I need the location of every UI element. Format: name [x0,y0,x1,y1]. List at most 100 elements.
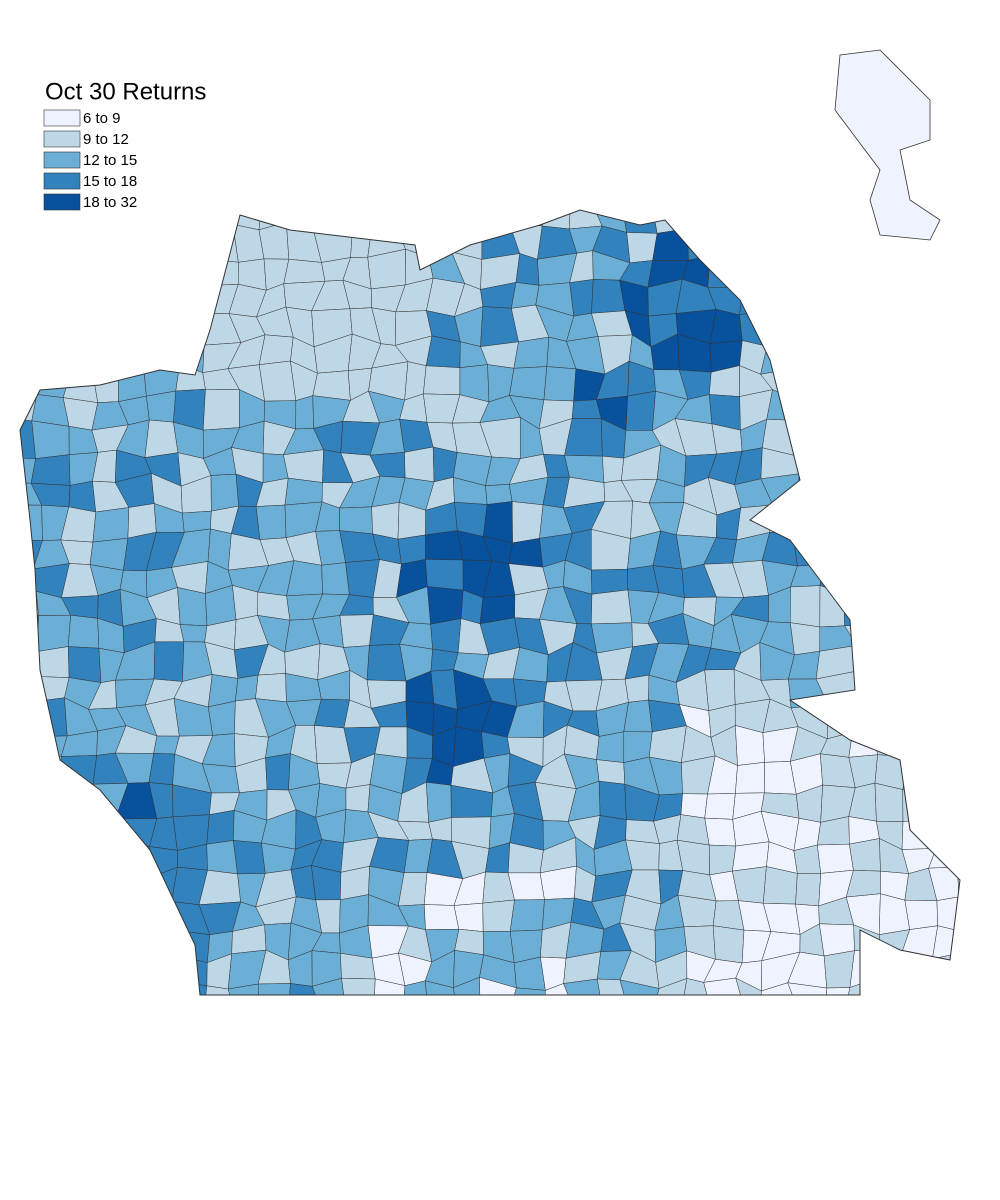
precinct [910,584,935,628]
precinct [964,286,985,317]
precinct [788,276,823,308]
precinct [20,901,39,928]
precinct [60,900,92,934]
precinct [823,474,854,506]
precinct [20,277,44,315]
precinct [994,899,1000,935]
precinct [928,422,960,455]
precinct [870,506,913,539]
precinct [792,530,826,567]
precinct [740,210,774,224]
precinct [959,706,960,740]
precinct [820,226,857,264]
precinct [927,698,960,738]
precinct [962,787,984,812]
precinct [513,956,546,991]
precinct [843,473,883,507]
precinct [930,1016,963,1043]
legend: 6 to 9 9 to 12 12 to 15 15 to 18 18 to 32 [43,109,137,211]
precinct [848,727,878,758]
precinct [933,781,960,820]
precinct [67,646,102,683]
precinct [931,343,960,370]
precinct [596,1006,630,1043]
precinct [816,360,850,400]
precinct [735,977,762,995]
precinct [30,869,71,904]
precinct [37,925,62,960]
precinct [20,951,40,979]
precinct [367,210,403,233]
precinct [961,250,985,289]
precinct [38,756,62,794]
precinct [321,1006,346,1036]
precinct [374,1011,403,1042]
precinct [32,338,71,373]
precinct [934,985,960,995]
precinct [321,562,350,595]
precinct [928,391,960,425]
precinct [843,561,885,594]
precinct [899,391,931,426]
precinct [820,1008,852,1043]
precinct [150,278,181,316]
precinct [932,925,960,960]
precinct [257,983,291,995]
precinct [423,904,460,930]
precinct [20,811,39,850]
precinct [928,557,960,598]
precinct [61,870,92,903]
precinct [90,893,129,934]
legend-title: Oct 30 Returns [45,78,206,105]
precinct [676,1007,710,1042]
precinct [985,317,1000,345]
precinct [760,342,799,375]
precinct [91,276,123,313]
precinct [706,1007,744,1040]
precinct [680,793,708,819]
precinct [509,899,545,932]
precinct [34,977,68,995]
precinct [790,254,824,288]
precinct [591,589,633,625]
precinct [485,484,513,505]
precinct [145,930,180,957]
precinct [563,978,603,995]
precinct [142,977,184,995]
precinct [654,1007,681,1042]
precinct [30,900,71,928]
precinct [823,447,854,482]
precinct [704,669,736,712]
precinct [59,956,95,982]
precinct [91,220,124,261]
precinct [823,950,855,989]
precinct [843,390,879,422]
precinct [985,222,1000,254]
precinct [827,703,857,740]
precinct [89,949,124,990]
precinct [284,477,323,506]
precinct [20,977,40,995]
precinct [427,586,464,625]
precinct [877,250,909,287]
precinct [176,210,204,234]
precinct [283,449,324,483]
precinct [928,848,958,869]
precinct [984,253,1000,286]
precinct [119,278,154,314]
precinct [38,837,67,875]
precinct [739,286,772,316]
precinct [787,982,828,995]
precinct [63,978,95,995]
precinct [402,980,429,995]
precinct [871,699,913,730]
precinct [878,333,908,369]
precinct [283,258,326,284]
precinct [541,210,572,230]
precinct [625,390,656,431]
legend-swatch [43,193,81,211]
precinct [957,422,960,453]
precinct [92,332,121,373]
precinct [792,398,823,423]
